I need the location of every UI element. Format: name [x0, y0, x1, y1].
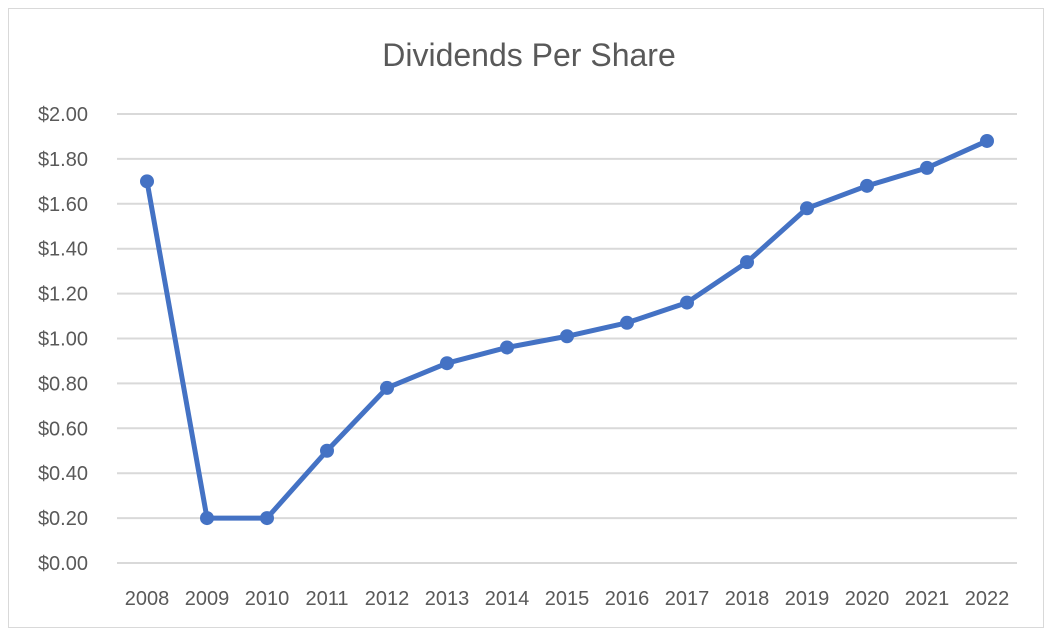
- data-point-marker: [260, 511, 274, 526]
- x-tick-label: 2011: [305, 588, 348, 610]
- data-point-marker: [200, 511, 214, 526]
- y-tick-label: $1.60: [38, 194, 88, 216]
- y-tick-label: $0.80: [38, 373, 88, 395]
- y-tick-label: $0.00: [38, 553, 88, 575]
- x-tick-label: 2013: [425, 588, 470, 610]
- x-tick-label: 2021: [905, 588, 950, 610]
- x-tick-label: 2010: [245, 588, 290, 610]
- x-tick-label: 2020: [845, 588, 890, 610]
- y-tick-label: $2.00: [38, 104, 88, 126]
- data-point-marker: [920, 160, 934, 175]
- data-point-marker: [440, 356, 454, 371]
- x-tick-label: 2008: [125, 588, 170, 610]
- x-tick-label: 2015: [545, 588, 590, 610]
- y-tick-label: $1.00: [38, 329, 88, 351]
- y-axis-tick-labels: $0.00 $0.20 $0.40 $0.60 $0.80 $1.00 $1.20 $1.40…: [38, 104, 88, 575]
- chart-frame: [8, 8, 1044, 628]
- data-point-marker: [140, 174, 154, 189]
- data-point-marker: [620, 315, 634, 330]
- data-point-marker: [560, 329, 574, 344]
- y-tick-label: $0.60: [38, 418, 88, 440]
- data-point-marker: [680, 295, 694, 310]
- data-point-marker: [740, 255, 754, 270]
- data-point-marker: [800, 201, 814, 216]
- data-point-marker: [320, 443, 334, 458]
- x-axis-tick-labels: 2008 2009 2010 2011 2012 2013 2014 2015 2016 2017…: [125, 588, 1010, 610]
- x-tick-label: 2019: [785, 588, 830, 610]
- x-tick-label: 2022: [965, 588, 1010, 610]
- x-tick-label: 2017: [665, 588, 710, 610]
- x-tick-label: 2009: [185, 588, 230, 610]
- y-tick-label: $1.20: [38, 284, 88, 306]
- x-tick-label: 2012: [365, 588, 410, 610]
- x-tick-label: 2016: [605, 588, 650, 610]
- data-point-marker: [980, 133, 994, 148]
- data-point-marker: [860, 178, 874, 193]
- y-tick-label: $0.20: [38, 508, 88, 530]
- y-tick-label: $0.40: [38, 463, 88, 485]
- data-point-marker: [500, 340, 514, 355]
- y-tick-label: $1.40: [38, 239, 88, 261]
- y-tick-label: $1.80: [38, 149, 88, 171]
- x-tick-label: 2014: [485, 588, 530, 610]
- x-tick-label: 2018: [725, 588, 770, 610]
- marker-layer: [140, 133, 994, 526]
- chart-title: Dividends Per Share: [382, 37, 675, 73]
- data-point-marker: [380, 380, 394, 395]
